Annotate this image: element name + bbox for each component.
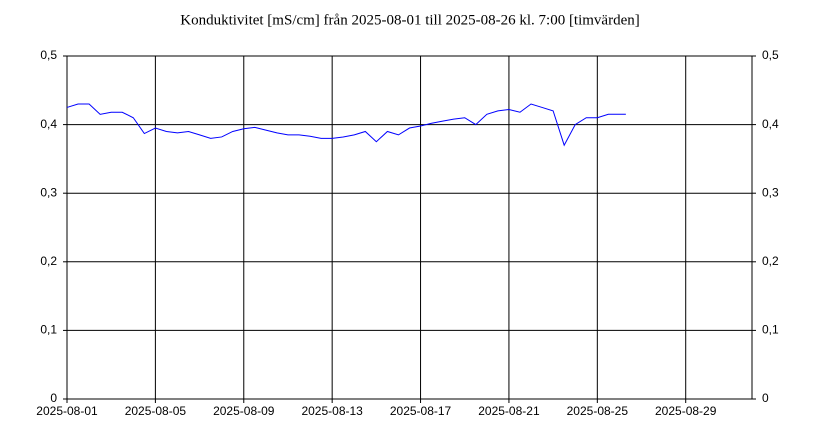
y2-tick-label: 0,1 [762,323,779,337]
y-tick-label: 0,4 [40,117,57,131]
y-tick-label: 0,5 [40,48,57,62]
x-tick-label: 2025-08-25 [567,404,629,418]
y2-tick-label: 0,4 [762,117,779,131]
y2-tick-label: 0,2 [762,254,779,268]
y2-tick-label: 0,5 [762,48,779,62]
chart-title: Konduktivitet [mS/cm] från 2025-08-01 ti… [180,12,640,28]
y-tick-label: 0,1 [40,323,57,337]
y-tick-label: 0,3 [40,185,57,199]
x-tick-label: 2025-08-09 [213,404,275,418]
y-tick-label: 0,2 [40,254,57,268]
x-tick-label: 2025-08-21 [478,404,540,418]
x-tick-label: 2025-08-17 [390,404,452,418]
y2-tick-label: 0,3 [762,185,779,199]
plot-frame [66,55,753,400]
x-tick-label: 2025-08-05 [125,404,187,418]
data-line [66,103,626,147]
x-tick-label: 2025-08-01 [36,404,98,418]
y2-tick-label: 0 [762,391,769,405]
y-tick-label: 0 [50,391,57,405]
x-tick-label: 2025-08-29 [655,404,717,418]
x-tick-label: 2025-08-13 [301,404,363,418]
